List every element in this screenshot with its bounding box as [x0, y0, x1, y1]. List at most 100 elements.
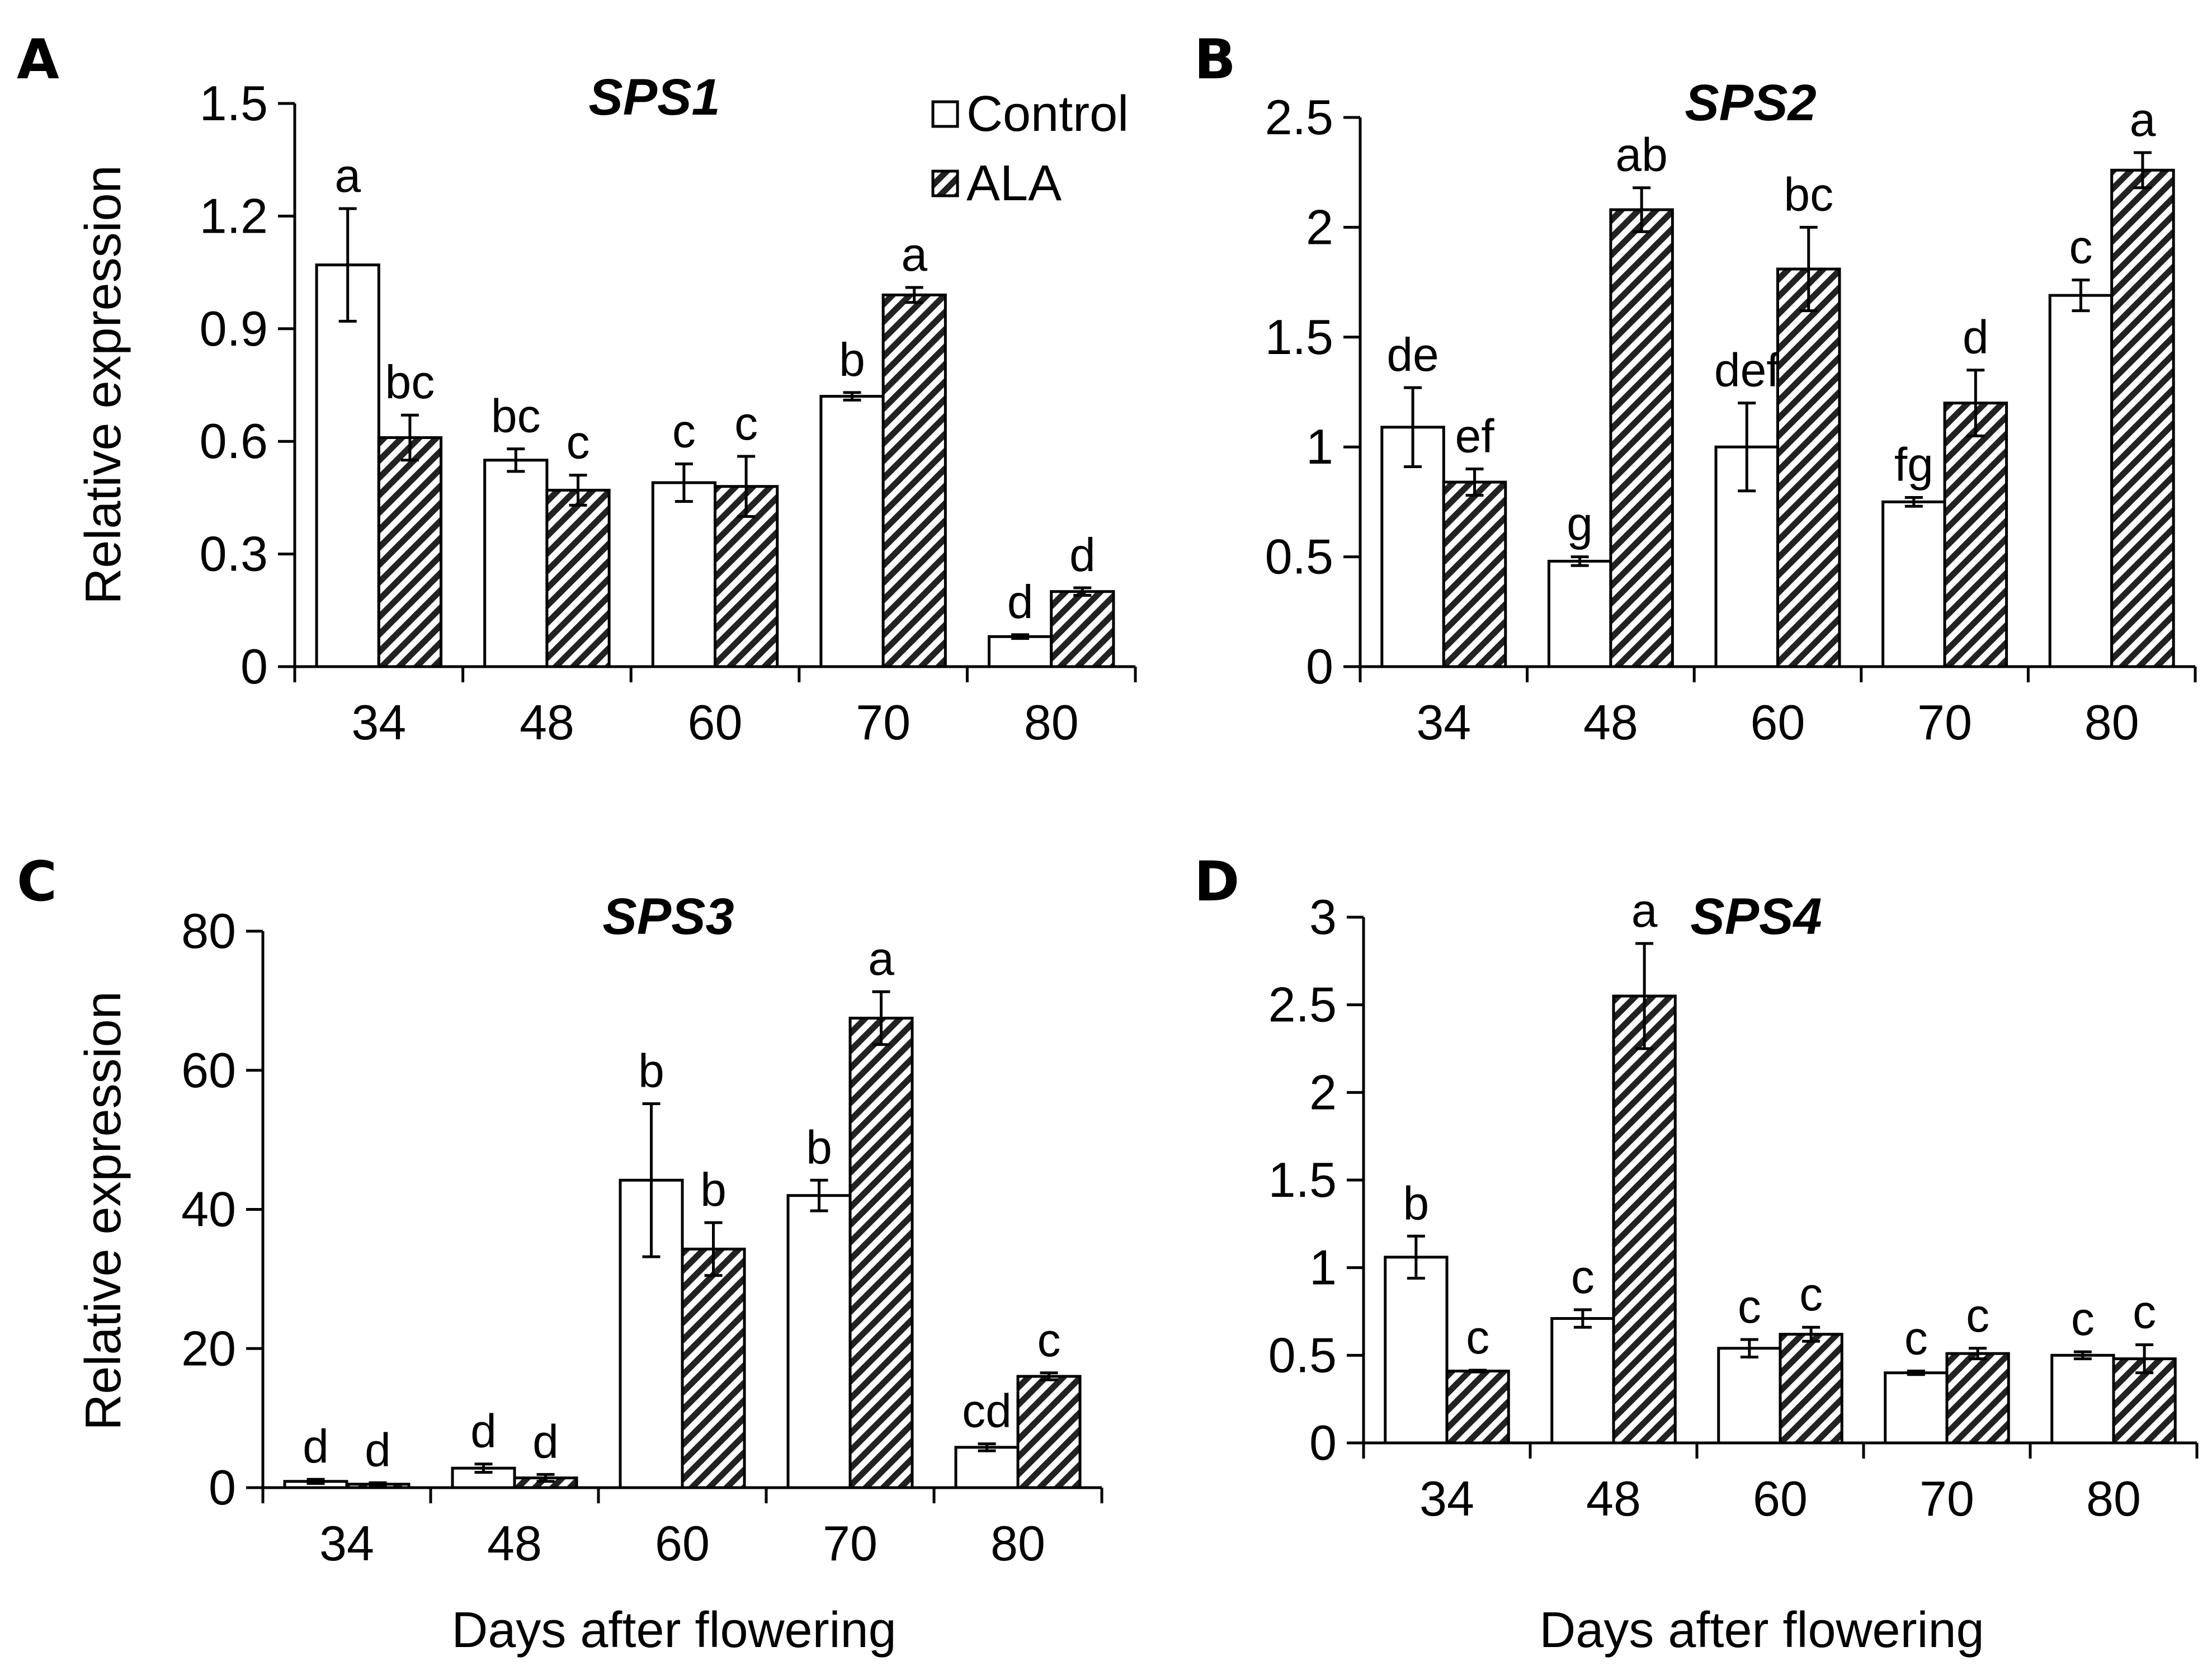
legend-label-control: Control [966, 86, 1129, 142]
bar-ala-70 [1943, 402, 2008, 668]
bar-ala-34 [1442, 480, 1507, 668]
significance-label: def [1714, 344, 1780, 397]
significance-label: g [1567, 498, 1593, 550]
significance-label: ef [1455, 409, 1495, 462]
significance-label: c [2069, 221, 2092, 273]
significance-label: c [1466, 1311, 1489, 1363]
significance-label: bc [385, 356, 435, 408]
y-tick-label: 2.5 [1268, 977, 1337, 1032]
x-tick-label: 34 [1419, 1471, 1474, 1526]
significance-label: b [806, 1121, 832, 1173]
panel-letter-a: A [17, 28, 59, 92]
bar-control-80 [954, 1446, 1020, 1489]
significance-label: c [734, 397, 758, 450]
significance-label: fg [1894, 438, 1933, 491]
chart-title: SPS1 [588, 69, 720, 126]
significance-label: cd [962, 1385, 1012, 1437]
significance-label: a [868, 932, 894, 985]
bar-control-80 [2048, 294, 2114, 668]
y-tick-label: 1.2 [200, 188, 268, 243]
y-tick-label: 2.5 [1265, 89, 1333, 145]
bar-control-80 [987, 635, 1053, 668]
significance-label: c [1738, 1280, 1761, 1333]
bar-ala-80 [2110, 168, 2175, 668]
significance-label: d [1069, 529, 1096, 581]
significance-label: c [1904, 1312, 1928, 1365]
y-tick-label: 0.5 [1265, 529, 1333, 584]
bar-control-48 [1547, 559, 1612, 668]
x-tick-label: 48 [487, 1516, 542, 1571]
bar-control-34 [1384, 1256, 1449, 1445]
bar-ala-80 [1016, 1375, 1082, 1489]
significance-label: c [567, 416, 590, 469]
x-tick-label: 70 [1917, 695, 1972, 750]
bar-ala-60 [1776, 267, 1841, 668]
y-tick-label: 2 [1309, 1064, 1337, 1120]
bar-control-60 [651, 481, 716, 668]
significance-label: c [672, 404, 696, 457]
x-tick-label: 60 [1753, 1471, 1808, 1526]
significance-label: a [1631, 884, 1658, 937]
y-tick-label: 3 [1309, 889, 1337, 945]
chart-title: SPS4 [1690, 888, 1822, 945]
y-tick-label: 1 [1306, 419, 1333, 474]
bar-ala-80 [1050, 590, 1115, 668]
bar-control-70 [819, 395, 885, 668]
significance-label: c [1571, 1251, 1595, 1303]
y-tick-label: 2 [1306, 199, 1333, 254]
bar-control-60 [1717, 1347, 1782, 1445]
x-tick-label: 34 [1416, 695, 1471, 750]
significance-label: c [1966, 1289, 1989, 1342]
bar-control-48 [1550, 1317, 1615, 1445]
y-tick-label: 0.3 [200, 526, 268, 582]
significance-label: b [638, 1044, 664, 1097]
x-tick-label: 60 [688, 695, 743, 750]
bar-ala-70 [1945, 1352, 2010, 1445]
panel-letter-c: C [17, 850, 57, 914]
y-tick-label: 20 [181, 1320, 236, 1376]
significance-label: c [2071, 1292, 2095, 1345]
y-tick-label: 0 [209, 1460, 236, 1515]
x-tick-label: 80 [2084, 695, 2139, 750]
legend-swatch-ala [931, 169, 959, 197]
x-tick-label: 80 [991, 1516, 1045, 1571]
significance-label: d [365, 1423, 391, 1476]
significance-label: d [1007, 575, 1034, 628]
bar-ala-60 [1779, 1333, 1843, 1445]
bar-control-70 [1884, 1371, 1949, 1445]
y-axis-title: Relative expression [76, 991, 131, 1430]
y-axis-title: Relative expression [76, 165, 131, 604]
x-tick-label: 48 [520, 695, 574, 750]
y-tick-label: 60 [181, 1042, 236, 1098]
significance-label: bc [1784, 168, 1833, 220]
y-tick-label: 1.5 [200, 76, 268, 131]
significance-label: c [1037, 1314, 1061, 1366]
x-axis-title: Days after flowering [451, 1602, 896, 1658]
bar-ala-60 [681, 1247, 746, 1489]
bar-control-80 [2050, 1353, 2115, 1445]
significance-label: d [303, 1420, 329, 1473]
y-tick-label: 0 [1306, 639, 1333, 694]
x-tick-label: 70 [823, 1516, 878, 1571]
x-tick-label: 70 [856, 695, 911, 750]
significance-label: a [334, 149, 361, 202]
x-tick-label: 48 [1583, 695, 1638, 750]
y-tick-label: 0 [240, 639, 268, 694]
x-tick-label: 70 [1919, 1471, 1974, 1526]
x-tick-label: 34 [319, 1516, 374, 1571]
x-axis-title: Days after flowering [1539, 1602, 1984, 1658]
significance-label: b [700, 1163, 727, 1216]
significance-label: b [839, 333, 865, 386]
significance-label: d [1963, 311, 1989, 364]
bar-ala-48 [1609, 208, 1674, 668]
y-tick-label: 1.5 [1265, 309, 1333, 365]
x-tick-label: 48 [1586, 1471, 1641, 1526]
y-tick-label: 0 [1309, 1415, 1337, 1470]
x-tick-label: 60 [1751, 695, 1805, 750]
x-tick-label: 80 [2086, 1471, 2141, 1526]
significance-label: ab [1615, 129, 1667, 181]
x-tick-label: 80 [1024, 695, 1079, 750]
